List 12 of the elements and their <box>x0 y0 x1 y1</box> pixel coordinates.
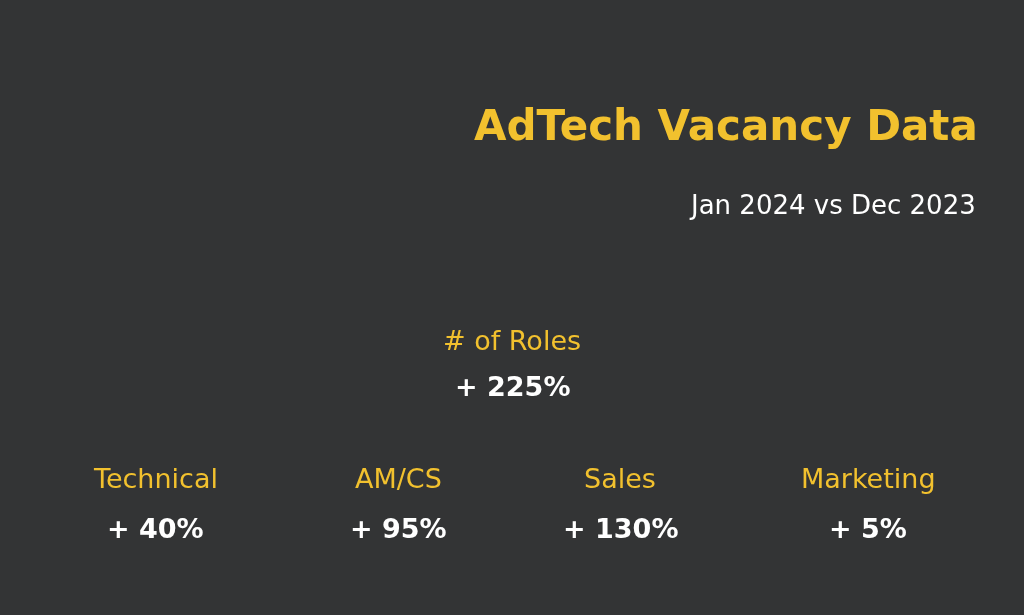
category-label: Technical <box>93 463 218 494</box>
category-label: Sales <box>584 463 656 494</box>
text: AdTech Vacancy Data <box>474 101 978 150</box>
data-label: + 130% <box>563 513 679 544</box>
category-label: AM/CS <box>355 463 442 494</box>
category-label: Marketing <box>801 463 936 494</box>
category-label: # of Roles <box>443 325 582 356</box>
data-label: + 5% <box>829 513 907 544</box>
text: Jan 2024 vs Dec 2023 <box>689 190 976 220</box>
data-label: + 40% <box>107 513 204 544</box>
data-label: + 225% <box>455 371 571 402</box>
data-label: + 95% <box>350 513 447 544</box>
